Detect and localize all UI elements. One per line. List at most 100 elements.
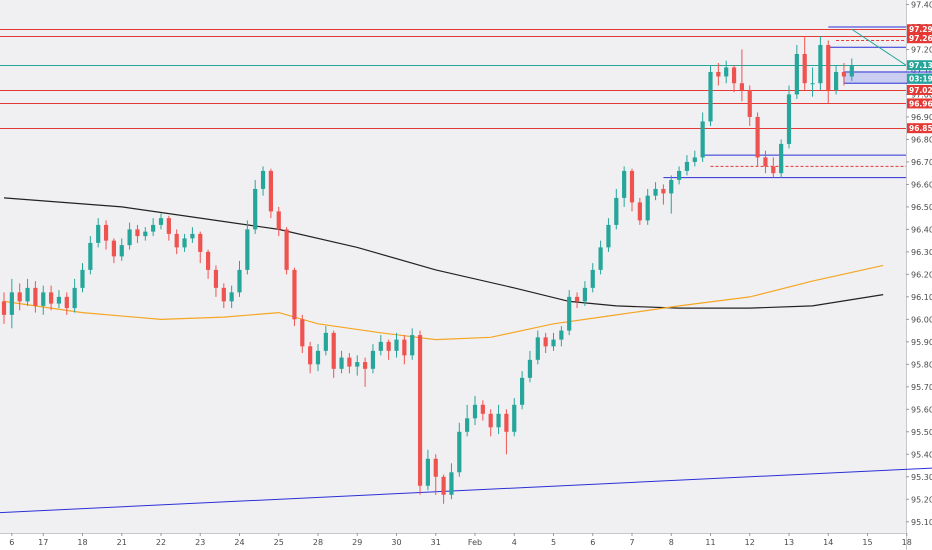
candle-body [182, 238, 187, 248]
candle-body [417, 335, 423, 486]
candle-body [622, 170, 627, 198]
price-badge [907, 98, 932, 109]
y-tick-label: 95.50 [911, 428, 932, 437]
drawing-segment [851, 28, 907, 66]
support-trendline [0, 467, 932, 514]
candle-body [88, 242, 93, 270]
y-tick-label: 96.70 [911, 158, 932, 167]
candle-body [308, 346, 313, 365]
candle-body [677, 170, 682, 180]
candle-body [441, 476, 446, 495]
candle-body [504, 413, 509, 432]
candle-body [237, 269, 242, 293]
candle-body [755, 116, 760, 158]
plot-background [0, 0, 906, 533]
candle-body [229, 292, 234, 302]
candle-body [653, 188, 658, 196]
candle-body [245, 229, 250, 270]
candle-body [64, 296, 69, 309]
candle-body [724, 67, 729, 77]
candle-body [661, 188, 666, 194]
candle-body [284, 229, 289, 270]
candle-body [300, 319, 305, 347]
candle-body [158, 218, 164, 225]
candle-body [213, 269, 219, 288]
candle-body [771, 166, 776, 174]
moving-average-long-line [3, 197, 884, 309]
candle-body [512, 404, 517, 432]
candle-body [402, 339, 407, 356]
y-tick-label: 96.30 [911, 248, 932, 257]
y-tick-label: 96.40 [911, 225, 932, 234]
y-tick-label: 96.00 [911, 315, 932, 324]
candle-body [253, 188, 258, 230]
price-badge [907, 84, 932, 95]
candle-body [731, 67, 737, 84]
candle-body [590, 269, 595, 288]
candle-body [174, 233, 179, 248]
candle-body [480, 404, 485, 414]
candle-body [818, 44, 823, 84]
y-tick-label: 95.20 [911, 495, 932, 504]
candle-body [834, 71, 839, 90]
candle-body [598, 247, 603, 270]
candle-body [410, 335, 415, 356]
candle-body [119, 245, 124, 257]
price-badge-label: 96.85 [909, 124, 932, 133]
y-tick-label: 95.80 [911, 360, 932, 369]
y-tick-label: 96.90 [911, 113, 932, 122]
candle-body [551, 339, 556, 347]
x-tick-label: 12 [745, 538, 755, 547]
candle-body [747, 89, 752, 117]
candle-body [1, 301, 7, 315]
candle-body [763, 157, 768, 167]
candle-body [826, 44, 831, 90]
drawing-segments [663, 26, 907, 179]
time-axis-background [0, 533, 906, 550]
y-tick-label: 95.10 [911, 518, 932, 527]
moving-average-short-line [3, 264, 884, 341]
candle-body [56, 296, 62, 304]
x-tick-label: 7 [629, 538, 634, 547]
candle-body [716, 71, 721, 77]
candle-body [221, 287, 226, 302]
candle-body [135, 229, 140, 237]
candle-body [127, 229, 132, 246]
y-tick-label: 95.60 [911, 405, 932, 414]
price-badge [907, 33, 932, 44]
price-badge-label: 03:19:17 [909, 75, 932, 84]
candle-body [669, 179, 674, 194]
candle-body [394, 339, 399, 351]
candle-body [370, 350, 376, 369]
candle-body [488, 413, 493, 428]
x-tick-label: 8 [669, 538, 674, 547]
candle-body [339, 357, 344, 369]
y-tick-label: 96.80 [911, 135, 932, 144]
candle-body [378, 341, 383, 351]
candle-body [363, 362, 368, 369]
candle-body [700, 121, 705, 158]
candle-body [96, 224, 101, 243]
candle-body [637, 202, 642, 221]
x-tick-label: 17 [38, 538, 48, 547]
candle-body [425, 458, 430, 486]
y-tick-label: 97.20 [911, 45, 932, 54]
candle-body [433, 458, 438, 477]
y-tick-label: 95.90 [911, 338, 932, 347]
candle-body [49, 292, 54, 304]
candle-body [386, 341, 391, 351]
candle-body [692, 157, 697, 162]
x-tick-label: 29 [352, 538, 362, 547]
y-tick-label: 95.40 [911, 450, 932, 459]
candle-body [457, 431, 462, 473]
candle-body [72, 287, 77, 309]
price-badge-label: 97.29 [909, 25, 932, 34]
horizontal-levels [0, 29, 906, 129]
candle-body [465, 418, 470, 432]
candle-body [331, 332, 336, 369]
candle-body [582, 287, 587, 302]
x-tick-label: 21 [117, 538, 127, 547]
